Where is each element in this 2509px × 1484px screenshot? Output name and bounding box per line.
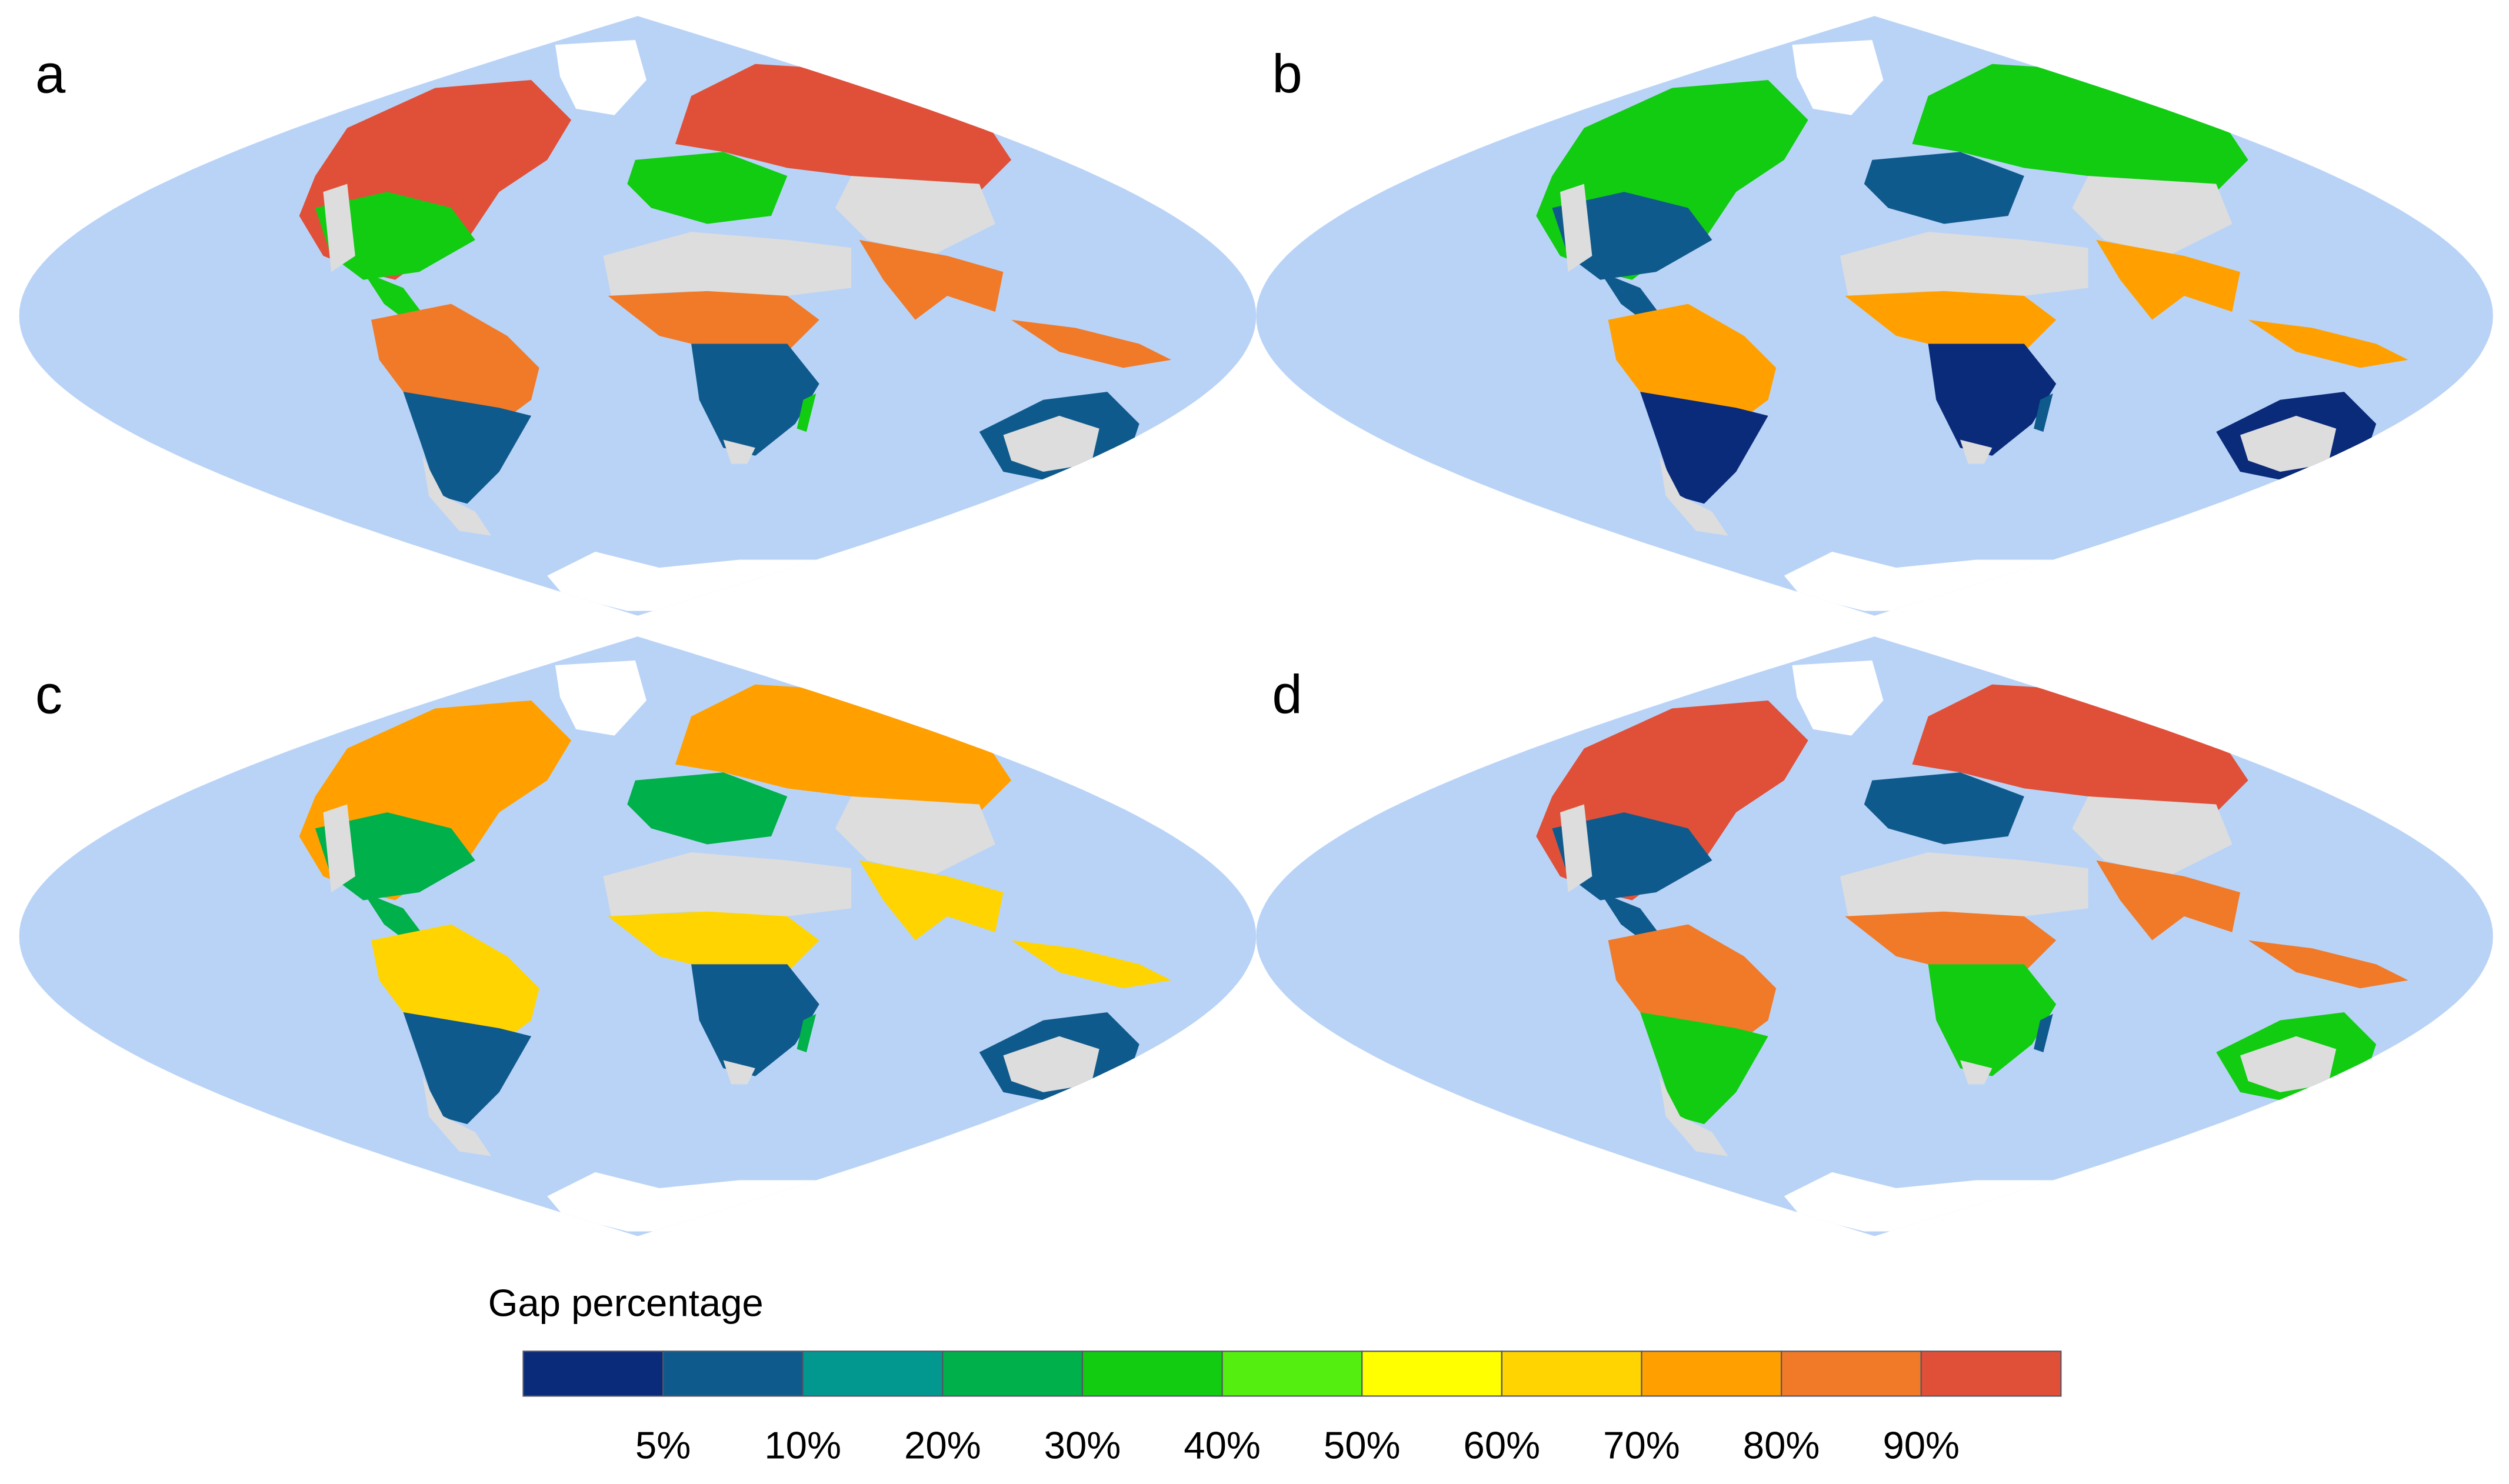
panel-label: a — [35, 44, 66, 105]
legend-swatch — [1501, 1350, 1642, 1397]
legend-tick-label: 20% — [904, 1424, 981, 1467]
map-panel: d — [1256, 636, 2493, 1236]
legend-tick-label: 40% — [1184, 1424, 1261, 1467]
legend-swatch — [1920, 1350, 2062, 1397]
legend-title: Gap percentage — [488, 1282, 764, 1325]
legend-tick-label: 70% — [1603, 1424, 1680, 1467]
legend-swatch — [942, 1350, 1084, 1397]
legend-tick-label: 80% — [1743, 1424, 1820, 1467]
legend-tick-label: 5% — [635, 1424, 691, 1467]
legend-swatch — [1081, 1350, 1223, 1397]
legend-swatch — [1641, 1350, 1782, 1397]
panel-label: b — [1272, 44, 1302, 105]
legend-swatch — [1221, 1350, 1363, 1397]
legend-tick-label: 50% — [1324, 1424, 1401, 1467]
legend-swatch — [1361, 1350, 1502, 1397]
map-panel: b — [1256, 16, 2493, 616]
panel-label: c — [35, 664, 62, 725]
map-panel: c — [19, 636, 1257, 1236]
legend-tick-label: 60% — [1464, 1424, 1541, 1467]
legend-tick-label: 10% — [764, 1424, 841, 1467]
legend-swatch — [522, 1350, 664, 1397]
map-panel: a — [19, 16, 1257, 616]
legend-tick-label: 30% — [1044, 1424, 1121, 1467]
legend-swatch — [662, 1350, 804, 1397]
legend-swatch — [802, 1350, 944, 1397]
legend-swatch — [1781, 1350, 1922, 1397]
legend-tick-label: 90% — [1882, 1424, 1960, 1467]
panel-label: d — [1272, 664, 1302, 725]
